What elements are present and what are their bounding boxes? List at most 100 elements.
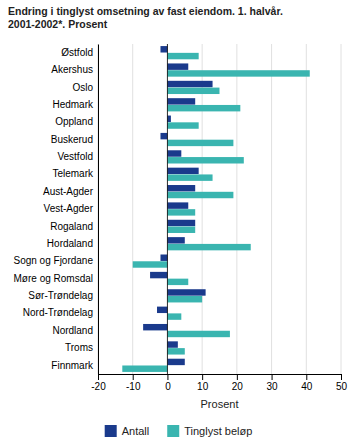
y-tick-label: Nordland	[52, 325, 93, 336]
x-tick: 0	[165, 374, 171, 392]
grid-line	[236, 44, 237, 374]
legend-label: Tinglyst beløp	[184, 425, 252, 437]
title: Endring i tinglyst omsetning av fast eie…	[8, 5, 283, 30]
x-tick-mark	[133, 374, 134, 380]
bar	[167, 220, 195, 226]
y-tick-label: Sør-Trøndelag	[28, 290, 93, 301]
bar	[167, 122, 198, 128]
legend-swatch	[105, 425, 117, 437]
y-tick: Sogn og Fjordane	[13, 255, 98, 266]
bar	[167, 88, 219, 94]
bar	[167, 244, 250, 250]
grid-line	[98, 44, 99, 374]
legend-item: Antall	[105, 425, 150, 437]
title-line: Endring i tinglyst omsetning av fast eie…	[8, 5, 283, 17]
bar	[160, 46, 167, 52]
bars	[122, 46, 309, 372]
y-tick: Hordaland	[47, 238, 98, 249]
bar	[167, 289, 205, 295]
bar	[167, 359, 184, 365]
bar	[167, 341, 177, 347]
y-tick: Akershus	[51, 64, 98, 75]
y-tick-label: Buskerud	[51, 134, 93, 145]
x-tick-mark	[98, 374, 99, 380]
y-tick: Sør-Trøndelag	[28, 290, 98, 301]
x-tick: 20	[232, 374, 244, 392]
y-tick-label: Troms	[65, 342, 93, 353]
bar	[122, 365, 167, 371]
x-tick-label: 20	[232, 381, 244, 392]
x-tick-label: 50	[336, 381, 348, 392]
bar	[167, 313, 181, 319]
y-tick: Finnmark	[51, 360, 98, 371]
bar	[167, 174, 212, 180]
y-tick: Hedmark	[52, 99, 98, 110]
x-axis: -20-1001020304050	[91, 374, 347, 392]
bar	[167, 105, 240, 111]
x-tick-mark	[167, 374, 168, 380]
y-tick: Telemark	[52, 168, 98, 179]
y-tick-label: Hedmark	[52, 99, 94, 110]
x-tick-mark	[341, 374, 342, 380]
bar	[167, 70, 309, 76]
y-tick-label: Finnmark	[51, 360, 94, 371]
bar	[167, 53, 198, 59]
y-tick: Buskerud	[51, 134, 98, 145]
x-axis-line	[99, 375, 342, 381]
y-tick-label: Nord-Trøndelag	[23, 307, 93, 318]
x-tick-mark	[272, 374, 273, 380]
y-tick: Aust-Agder	[43, 186, 98, 197]
grid-line	[341, 44, 342, 374]
x-tick: 10	[197, 374, 209, 392]
grid-line	[167, 44, 168, 374]
bar	[157, 307, 167, 313]
y-tick-label: Telemark	[52, 168, 94, 179]
bar	[167, 209, 195, 215]
y-tick: Nord-Trøndelag	[23, 307, 98, 318]
bar	[167, 116, 170, 122]
bar	[160, 254, 167, 260]
x-tick: 30	[267, 374, 279, 392]
bar	[133, 261, 168, 267]
bar	[167, 331, 229, 337]
y-tick-label: Vestfold	[57, 151, 93, 162]
y-tick: Vest-Agder	[44, 203, 98, 214]
legend-swatch	[167, 425, 179, 437]
plot: -20-1001020304050ØstfoldAkershusOsloHedm…	[13, 44, 347, 392]
bar	[167, 185, 195, 191]
x-axis-title: Prosent	[201, 398, 239, 410]
y-tick-label: Østfold	[61, 47, 93, 58]
bar	[167, 296, 202, 302]
zero-line	[167, 44, 168, 374]
x-tick-label: 0	[165, 381, 171, 392]
x-tick: 40	[301, 374, 313, 392]
bar	[167, 98, 195, 104]
y-tick: Oppland	[55, 116, 98, 127]
y-tick-label: Møre og Romsdal	[14, 273, 93, 284]
y-tick-label: Vest-Agder	[44, 203, 94, 214]
x-tick: 50	[336, 374, 348, 392]
y-tick-label: Oslo	[72, 82, 93, 93]
bar	[167, 348, 184, 354]
y-tick: Vestfold	[57, 151, 98, 162]
legend-label: Antall	[122, 425, 150, 437]
grid-line	[132, 44, 133, 374]
y-tick: Nordland	[52, 325, 98, 336]
bar	[150, 272, 167, 278]
x-tick-label: 30	[267, 381, 279, 392]
x-tick-label: -20	[91, 381, 106, 392]
y-axis: Østfold Akershus Oslo Hedmark Oppland Buskeru…	[13, 45, 98, 375]
bar	[167, 227, 195, 233]
bar	[160, 133, 167, 139]
x-tick-mark	[202, 374, 203, 380]
x-tick-label: 10	[197, 381, 209, 392]
chart: Endring i tinglyst omsetning av fast eie…	[0, 0, 357, 446]
y-tick-label: Aust-Agder	[43, 186, 94, 197]
bar	[167, 202, 188, 208]
x-tick: -20	[91, 374, 106, 392]
y-tick: Rogaland	[50, 221, 98, 232]
bar	[167, 192, 233, 198]
title-line: 2001-2002*. Prosent	[8, 18, 108, 30]
bar	[167, 279, 188, 285]
y-axis-line	[98, 45, 99, 375]
